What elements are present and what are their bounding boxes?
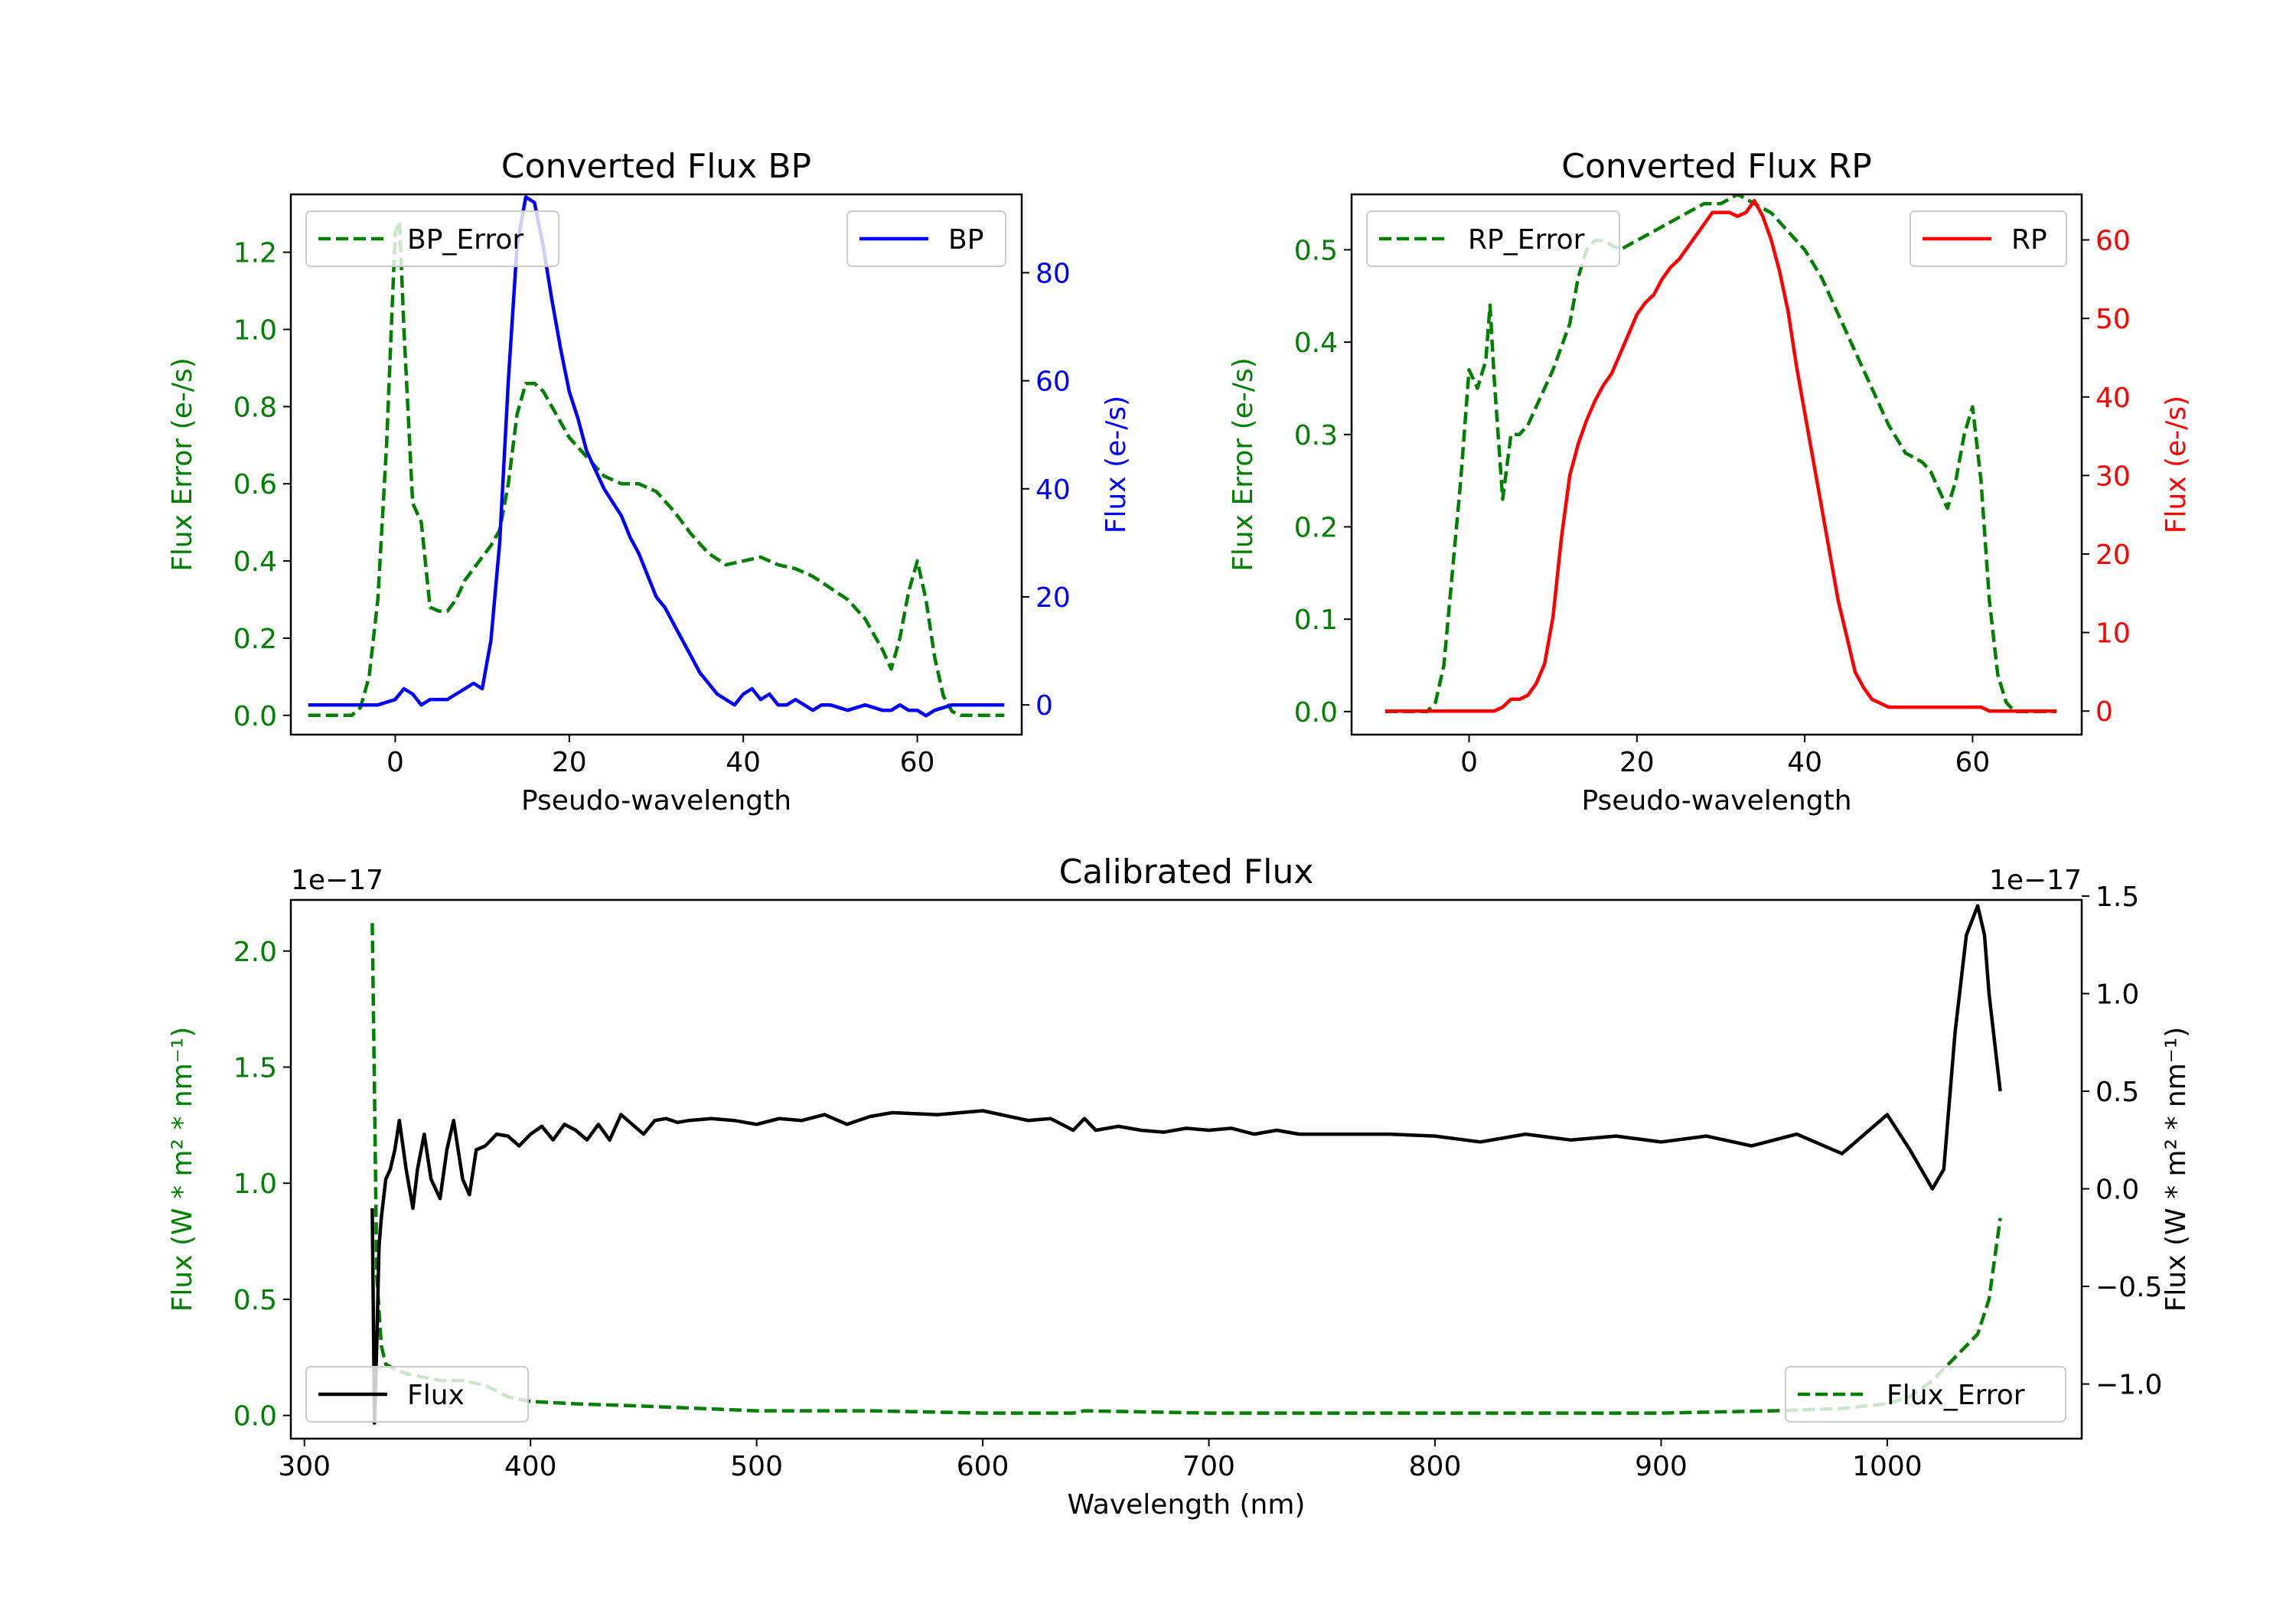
y-left-axis-label: Flux Error (e-/s) <box>1228 357 1259 572</box>
x-tick-label: 1000 <box>1852 1451 1923 1482</box>
x-tick-label: 500 <box>730 1451 783 1482</box>
y-right-axis-label: Flux (e-/s) <box>2161 396 2192 533</box>
y-left-tick-label: 0.4 <box>1294 328 1338 359</box>
legend-box <box>305 210 559 267</box>
y-left-tick-label: 0.1 <box>1294 605 1338 636</box>
x-tick-label: 600 <box>957 1451 1009 1482</box>
y-left-tick-label: 0.4 <box>233 546 277 578</box>
y-left-tick-label: 1.2 <box>233 238 277 269</box>
y-right-tick-label: 20 <box>2095 539 2131 571</box>
x-tick-label: 40 <box>726 747 761 778</box>
x-tick-label: 700 <box>1182 1451 1235 1482</box>
y-right-tick-label: 10 <box>2095 618 2131 650</box>
x-axis-label: Pseudo-wavelength <box>1581 785 1851 817</box>
y-right-tick-label: 50 <box>2095 304 2131 335</box>
x-tick-label: 20 <box>1619 747 1655 778</box>
y-left-tick-label: 0.6 <box>233 469 277 500</box>
y-left-tick-label: 0.0 <box>233 1401 277 1433</box>
y-right-tick-label: 40 <box>2095 383 2131 414</box>
chart-title: Converted Flux BP <box>501 147 811 186</box>
y-right-axis-label: Flux (W * m² * nm⁻¹) <box>2161 1027 2192 1312</box>
y-left-tick-label: 0.2 <box>233 624 277 655</box>
y-right-tick-label: 1.5 <box>2095 882 2139 913</box>
x-tick-label: 60 <box>1955 747 1991 778</box>
y-left-offset-text: 1e−17 <box>291 865 383 896</box>
y-right-tick-label: 30 <box>2095 461 2131 492</box>
x-tick-label: 40 <box>1787 747 1822 778</box>
chart-converted-flux-bp: 0 20 40 60 0.0 0.2 0.4 0.6 0.8 1.0 1.2 0 20 40 60 80 Con… <box>167 147 1132 817</box>
x-axis-label: Pseudo-wavelength <box>521 785 791 817</box>
x-tick-label: 60 <box>900 747 935 778</box>
legend-label-bp-error: BP_Error <box>407 224 523 256</box>
y-left-axis-label: Flux Error (e-/s) <box>167 357 198 572</box>
y-left-tick-label: 0.5 <box>233 1285 277 1316</box>
y-right-tick-label: 20 <box>1035 582 1071 614</box>
y-right-tick-label: 0 <box>1035 690 1053 722</box>
y-right-tick-label: 60 <box>1035 367 1071 398</box>
legend-label-flux-error: Flux_Error <box>1887 1380 2025 1411</box>
x-tick-label: 300 <box>278 1451 331 1482</box>
y-right-tick-label: 0.5 <box>2095 1077 2139 1108</box>
y-right-offset-text: 1e−17 <box>1989 865 2082 896</box>
y-right-axis-label: Flux (e-/s) <box>1101 396 1132 533</box>
legend-label-flux: Flux <box>407 1380 465 1411</box>
y-left-tick-label: 1.0 <box>233 315 277 347</box>
chart-calibrated-flux: 300 400 500 600 700 800 900 1000 0.0 0.5 1.0 1.5 2.0… <box>167 852 2192 1521</box>
y-right-tick-label: 0.0 <box>2095 1175 2139 1206</box>
legend-label-rp-error: RP_Error <box>1468 224 1585 256</box>
y-left-axis-label: Flux (W * m² * nm⁻¹) <box>167 1027 198 1312</box>
chart-title: Converted Flux RP <box>1561 147 1872 186</box>
series-line-flux <box>370 904 2002 1425</box>
x-tick-label: 900 <box>1635 1451 1688 1482</box>
y-left-tick-label: 0.0 <box>233 701 277 732</box>
chart-converted-flux-rp: 0 20 40 60 0.0 0.1 0.2 0.3 0.4 0.5 0 10 20 30 40 50 60 Co… <box>1228 147 2192 817</box>
y-left-tick-label: 0.2 <box>1294 512 1338 543</box>
axes-frame <box>1350 193 2083 736</box>
y-left-tick-label: 0.0 <box>1294 697 1338 729</box>
x-tick-label: 0 <box>1460 747 1478 778</box>
x-tick-label: 400 <box>504 1451 557 1482</box>
axes-frame <box>289 898 2083 1440</box>
chart-title: Calibrated Flux <box>1059 852 1314 892</box>
y-right-tick-label: −0.5 <box>2095 1272 2162 1303</box>
y-left-tick-label: 0.5 <box>1294 235 1338 266</box>
y-right-tick-label: 0 <box>2095 696 2113 728</box>
series-line-rp <box>1384 198 2057 713</box>
series-line-rp-error <box>1384 194 2057 714</box>
y-left-tick-label: 2.0 <box>233 937 277 968</box>
y-right-tick-label: 60 <box>2095 226 2131 257</box>
x-tick-label: 0 <box>386 747 404 778</box>
x-tick-label: 20 <box>552 747 587 778</box>
x-tick-label: 800 <box>1409 1451 1462 1482</box>
legend-box <box>1785 1366 2066 1423</box>
legend-label-bp: BP <box>948 224 983 256</box>
legend-box <box>1366 210 1620 267</box>
series-line-bp-error <box>308 220 1005 718</box>
y-left-tick-label: 0.3 <box>1294 420 1338 451</box>
legend-label-rp: RP <box>2011 224 2047 256</box>
y-right-tick-label: 1.0 <box>2095 979 2139 1010</box>
y-left-tick-label: 0.8 <box>233 392 277 423</box>
series-line-bp <box>308 195 1005 718</box>
y-left-tick-label: 1.5 <box>233 1052 277 1084</box>
y-right-tick-label: 80 <box>1035 258 1071 289</box>
axes-frame <box>289 193 1023 736</box>
y-left-tick-label: 1.0 <box>233 1169 277 1200</box>
y-right-tick-label: −1.0 <box>2095 1370 2162 1401</box>
x-axis-label: Wavelength (nm) <box>1068 1489 1306 1521</box>
y-right-tick-label: 40 <box>1035 474 1071 506</box>
legend-box <box>305 1366 529 1423</box>
